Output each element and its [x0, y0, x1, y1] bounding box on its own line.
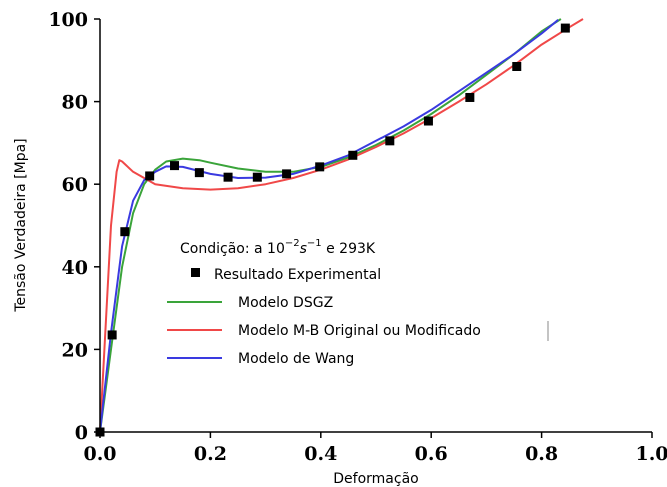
data-point-experimental	[145, 171, 155, 181]
data-point-experimental	[465, 92, 475, 102]
y-axis-ticks: 0 20 40 60 80 100	[48, 9, 100, 444]
series-line-modelo-de-wang	[99, 19, 559, 433]
y-tick-label: 100	[48, 9, 88, 31]
data-point-experimental	[223, 172, 233, 182]
y-tick-label: 80	[62, 92, 88, 114]
legend-label-wang: Modelo de Wang	[238, 351, 354, 367]
data-point-experimental	[194, 168, 204, 178]
data-point-experimental	[348, 150, 358, 160]
data-point-experimental	[315, 162, 325, 172]
data-point-experimental	[423, 116, 433, 126]
legend-label-experimental: Resultado Experimental	[214, 267, 381, 283]
x-tick-label: 0.2	[194, 443, 227, 465]
y-tick-label: 40	[62, 257, 88, 279]
data-point-experimental	[107, 330, 117, 340]
condition-label: Condição: a 10−2s−1 e 293K	[180, 238, 376, 257]
condition-prefix: Condição: a	[180, 241, 267, 257]
data-point-experimental	[512, 61, 522, 71]
data-point-experimental	[282, 169, 292, 179]
series-line-modelo-m-b-original-ou-modificado	[99, 18, 584, 433]
condition-base: 10	[267, 241, 285, 257]
plot-marks	[95, 18, 584, 437]
x-tick-label: 1.0	[635, 443, 667, 465]
data-point-experimental	[385, 136, 395, 146]
condition-suffix: e 293K	[322, 241, 376, 257]
condition-unit-exponent: −1	[307, 238, 322, 249]
x-tick-label: 0.6	[415, 443, 448, 465]
data-point-experimental	[120, 227, 130, 237]
legend-label-dsgz: Modelo DSGZ	[238, 295, 333, 311]
y-axis-label: Tensão Verdadeira [Mpa]	[13, 138, 29, 312]
series-line-modelo-dsgz	[99, 18, 562, 433]
data-point-experimental	[252, 172, 262, 182]
y-tick-label: 60	[62, 174, 88, 196]
x-axis-ticks: 0.0 0.2 0.4 0.6 0.8 1.0	[83, 432, 667, 465]
legend-marker-experimental	[191, 268, 200, 277]
data-point-experimental	[170, 161, 180, 171]
data-point-experimental	[560, 23, 570, 33]
x-tick-label: 0.0	[83, 443, 116, 465]
x-tick-label: 0.4	[304, 443, 337, 465]
legend: Resultado Experimental Modelo DSGZ Model…	[167, 267, 549, 367]
y-tick-label: 20	[62, 339, 88, 361]
x-axis-label: Deformação	[333, 471, 418, 487]
condition-exponent: −2	[285, 238, 300, 249]
legend-label-mb: Modelo M-B Original ou Modificado	[238, 323, 481, 339]
y-tick-label: 0	[75, 422, 88, 444]
x-tick-label: 0.8	[525, 443, 558, 465]
condition-unit: s	[300, 241, 307, 257]
